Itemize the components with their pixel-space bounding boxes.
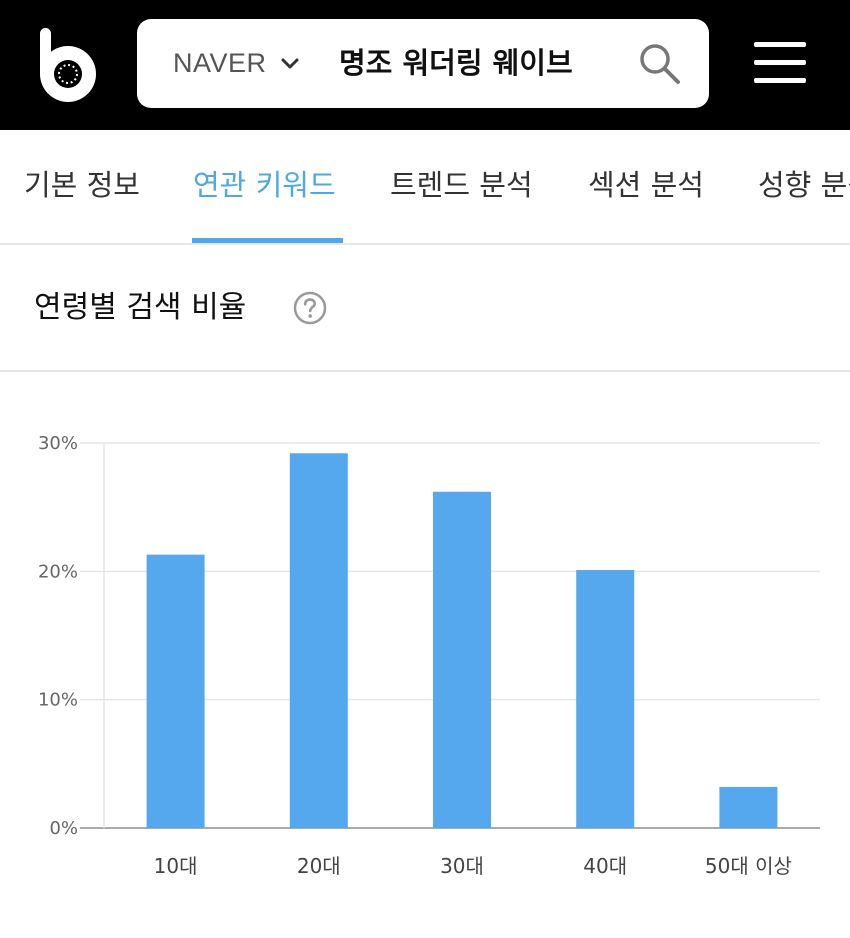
age-search-ratio-chart: 0% 10% 20% 30% 10대 20대 30대 40대 50대 이상	[38, 433, 820, 878]
search-engine-select[interactable]: NAVER	[173, 48, 267, 78]
section-divider	[0, 370, 850, 372]
bar	[289, 453, 348, 828]
logo-icon[interactable]	[36, 28, 100, 104]
x-tick-label: 20대	[297, 854, 341, 878]
y-tick-label: 30%	[38, 433, 78, 454]
x-tick-label: 30대	[440, 854, 484, 878]
tab-section-analysis[interactable]: 섹션 분석	[588, 168, 704, 202]
y-tick-label: 10%	[38, 690, 78, 711]
menu-icon[interactable]	[754, 40, 806, 86]
bar	[576, 570, 635, 828]
chevron-down-icon[interactable]	[279, 53, 301, 75]
bar	[719, 786, 778, 828]
y-tick-label: 20%	[38, 561, 78, 582]
search-icon[interactable]	[637, 41, 683, 87]
search-query[interactable]: 명조 워더링 웨이브	[339, 46, 573, 80]
tab-bar: 기본 정보 연관 키워드 트렌드 분석 섹션 분석 성향 분석	[0, 130, 850, 245]
tab-tendency-analysis[interactable]: 성향 분석	[758, 168, 850, 202]
bar	[146, 554, 205, 828]
tab-trend-analysis[interactable]: 트렌드 분석	[390, 168, 533, 202]
question-circle-icon[interactable]	[293, 291, 327, 325]
bar	[433, 491, 491, 828]
x-tick-label: 40대	[583, 854, 627, 878]
top-bar: NAVER 명조 워더링 웨이브	[0, 0, 850, 130]
active-tab-indicator	[192, 238, 343, 243]
tab-related-keywords[interactable]: 연관 키워드	[193, 168, 336, 202]
x-tick-label: 10대	[154, 854, 198, 878]
search-box[interactable]: NAVER 명조 워더링 웨이브	[137, 19, 709, 108]
section-title: 연령별 검색 비율	[34, 290, 247, 325]
x-tick-label: 50대 이상	[705, 854, 792, 878]
tab-basic-info[interactable]: 기본 정보	[24, 168, 140, 202]
y-tick-label: 0%	[49, 818, 78, 839]
